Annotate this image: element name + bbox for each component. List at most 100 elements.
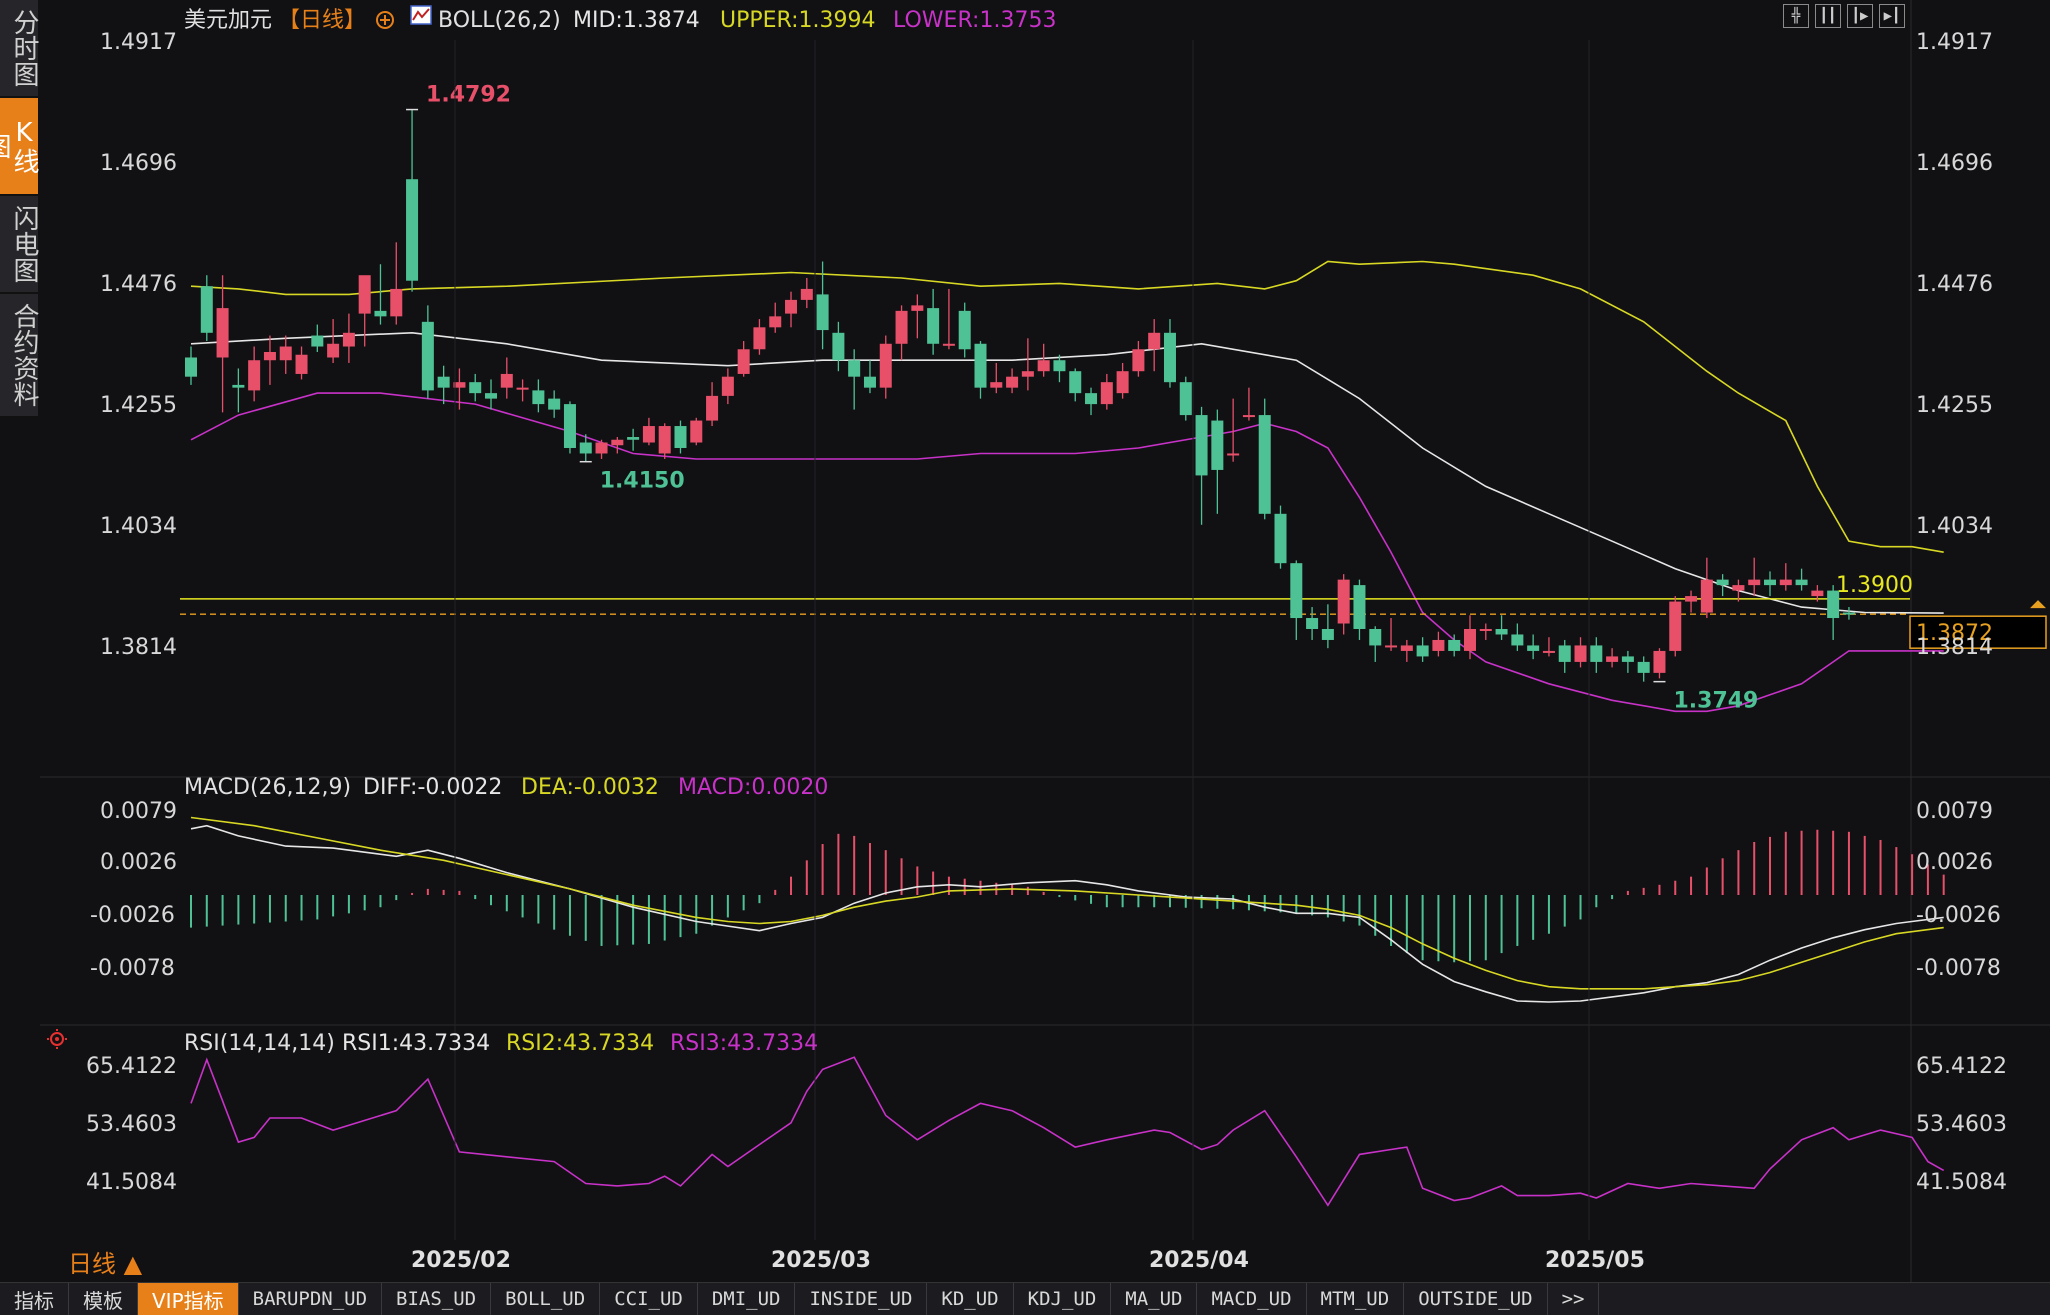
candle-body xyxy=(1779,579,1792,586)
candle-body xyxy=(453,382,466,388)
candle-body xyxy=(1448,639,1461,651)
macd-value: MACD:0.0020 xyxy=(678,775,828,800)
x-axis-label: 2025/03 xyxy=(771,1248,871,1273)
candle xyxy=(1369,626,1382,662)
indicator-tab-4[interactable]: BIAS_UD xyxy=(382,1283,492,1315)
indicator-tab-15[interactable]: >> xyxy=(1548,1283,1600,1315)
candle xyxy=(406,109,419,292)
candle-body xyxy=(1590,645,1603,662)
candle-body xyxy=(706,395,719,421)
candle xyxy=(579,434,592,462)
candle-body xyxy=(327,343,340,358)
candle-body xyxy=(1227,453,1240,456)
candle xyxy=(1021,338,1034,391)
price-tick-left: 1.4476 xyxy=(100,272,177,297)
indicator-tab-5[interactable]: BOLL_UD xyxy=(491,1283,601,1315)
indicator-tab-11[interactable]: MA_UD xyxy=(1111,1283,1198,1315)
boll-mid: MID:1.3874 xyxy=(573,8,700,33)
candle xyxy=(816,261,829,350)
current-price-box xyxy=(1909,615,2047,649)
indicator-tab-14[interactable]: OUTSIDE_UD xyxy=(1404,1283,1548,1315)
candle xyxy=(469,373,482,402)
candle-body xyxy=(1069,371,1082,394)
candle-body xyxy=(1732,585,1745,591)
candle-body xyxy=(295,354,308,374)
candle xyxy=(185,346,197,385)
candle-body xyxy=(1842,612,1855,615)
candle xyxy=(263,335,276,385)
candle xyxy=(658,423,671,459)
candle xyxy=(1669,596,1682,657)
next-icon[interactable]: ▶┃ xyxy=(1879,4,1905,28)
candle-body xyxy=(690,420,703,443)
high-label: 1.4792 xyxy=(426,83,511,108)
candle-body xyxy=(895,310,908,344)
price-tick-left: 1.4255 xyxy=(100,393,177,418)
indicator-tab-0[interactable]: 指标 xyxy=(0,1283,69,1315)
candle xyxy=(1385,618,1398,651)
candle xyxy=(879,335,892,399)
candle xyxy=(1227,398,1240,462)
indicator-tab-12[interactable]: MACD_UD xyxy=(1197,1283,1307,1315)
rsi-tick-left: 41.5084 xyxy=(86,1170,177,1195)
indicator-tab-1[interactable]: 模板 xyxy=(69,1283,138,1315)
candle-body xyxy=(1463,628,1476,651)
candle xyxy=(532,379,545,413)
candle xyxy=(753,319,766,355)
price-tick-left: 1.4917 xyxy=(100,30,177,55)
candle xyxy=(1053,354,1066,383)
candle xyxy=(1179,376,1192,421)
annotations-layer: 1.4792 1.4150 1.3749 xyxy=(406,83,1758,714)
candle xyxy=(1811,585,1824,602)
indicator-tab-13[interactable]: MTM_UD xyxy=(1307,1283,1405,1315)
candle xyxy=(1748,557,1761,597)
candle-body xyxy=(1685,596,1698,602)
candle xyxy=(374,264,387,325)
grid-icon[interactable]: ╬ xyxy=(1783,4,1809,28)
candle xyxy=(1100,373,1113,410)
indicator-tab-7[interactable]: DMI_UD xyxy=(698,1283,796,1315)
indicator-tab-10[interactable]: KDJ_UD xyxy=(1014,1283,1112,1315)
sidebar-tab-1[interactable]: K线图 xyxy=(0,98,39,196)
sidebar-tab-2[interactable]: 闪电图 xyxy=(0,196,39,294)
indicator-tab-3[interactable]: BARUPDN_UD xyxy=(239,1283,383,1315)
candle xyxy=(1448,634,1461,657)
play-icon[interactable]: ┃▶ xyxy=(1847,4,1873,28)
candle-body xyxy=(1621,656,1634,662)
candle xyxy=(485,379,498,410)
candle-body xyxy=(469,382,482,394)
candle-body xyxy=(1764,579,1776,586)
sidebar-tab-0[interactable]: 分时图 xyxy=(0,0,39,98)
boll-title: BOLL(26,2) xyxy=(438,8,561,33)
period-switch[interactable]: 日线 ▲ xyxy=(68,1250,143,1278)
bars-icon[interactable]: ┃┃ xyxy=(1815,4,1841,28)
candle-body xyxy=(374,310,387,317)
price-tick-left: 1.3814 xyxy=(100,635,177,660)
macd-title: MACD(26,12,9) xyxy=(184,775,351,800)
indicator-tab-2[interactable]: VIP指标 xyxy=(138,1283,239,1315)
add-icon[interactable] xyxy=(376,11,394,29)
candle-body xyxy=(1495,628,1508,635)
candle xyxy=(500,357,513,399)
settings-icon[interactable] xyxy=(47,1029,67,1049)
candle-body xyxy=(1416,645,1429,657)
candle xyxy=(1827,585,1840,640)
candle xyxy=(1353,579,1366,640)
candle xyxy=(895,305,908,361)
candle-body xyxy=(800,288,813,300)
candle-body xyxy=(1006,376,1019,388)
candle-body xyxy=(611,439,624,446)
macd-dea-line xyxy=(190,816,1944,990)
candle-body xyxy=(1716,579,1729,586)
x-axis-label: 2025/04 xyxy=(1149,1248,1249,1273)
candle xyxy=(848,349,861,410)
candle xyxy=(327,319,340,363)
indicator-tab-6[interactable]: CCI_UD xyxy=(600,1283,698,1315)
candle-body xyxy=(421,321,434,391)
candle-body xyxy=(816,294,829,331)
candle-body xyxy=(1795,579,1808,586)
candle xyxy=(958,302,971,358)
indicator-tab-8[interactable]: INSIDE_UD xyxy=(795,1283,928,1315)
indicator-tab-9[interactable]: KD_UD xyxy=(927,1283,1014,1315)
sidebar-tab-3[interactable]: 合约资料 xyxy=(0,294,39,418)
